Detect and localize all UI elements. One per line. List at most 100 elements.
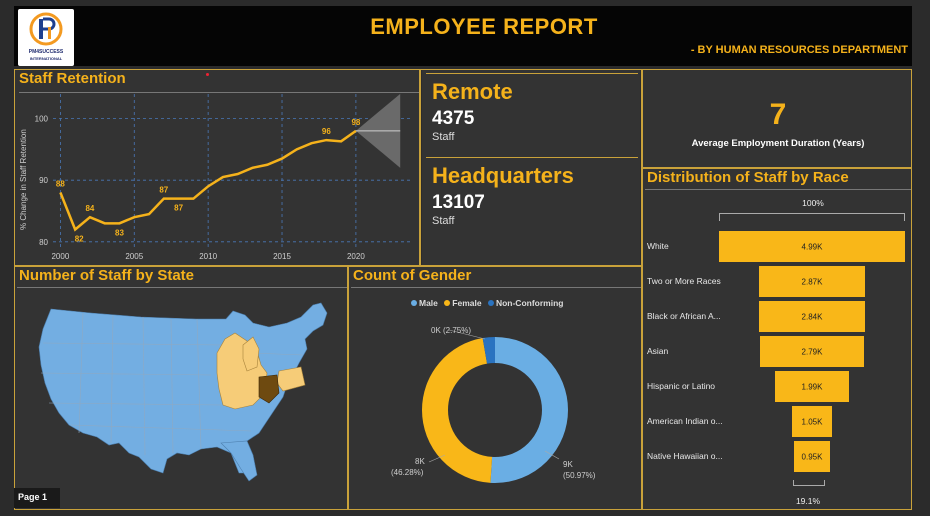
staff-retention-chart: % Change in Staff Retention 2000 2005 2010… [19,93,413,261]
title-divider [17,287,347,288]
legend-label: Male [419,298,438,308]
race-value-label: 4.99K [801,242,823,251]
staff-retention-title: Staff Retention [19,70,126,87]
legend-item-non-conforming[interactable]: Non-Conforming [487,298,564,308]
remote-sub: Staff [432,131,455,143]
page-subtitle: - BY HUMAN RESOURCES DEPARTMENT [690,44,908,56]
data-label: 87 [174,204,183,213]
x-tick-label: 2020 [347,252,365,261]
retention-y-axis-label: % Change in Staff Retention [19,129,28,230]
kpi-top-rule [426,157,638,158]
legend-dot-icon [411,300,417,306]
race-value-label: 1.99K [801,382,823,391]
highlight-region-ohio [258,374,280,404]
label-leader-line [448,329,486,340]
data-label: 82 [75,235,84,244]
headquarters-sub: Staff [432,215,455,227]
female-data-label-percent: (46.28%) [391,468,424,477]
label-leader-line [544,450,560,460]
report-header: PM4SUCCESS INTERNATIONAL EMPLOYEE REPORT… [14,6,912,66]
race-category-label: Black or African A... [647,310,721,321]
michigan-shape [242,336,260,372]
legend-item-male[interactable]: Male [411,298,438,308]
florida-shape [220,440,258,482]
staff-retention-panel: Staff Retention % Change in Staff Retent… [14,69,420,266]
x-tick-label: 2015 [273,252,291,261]
race-category-label: White [647,240,669,251]
remote-value: 4375 [432,108,475,129]
race-value-label: 2.79K [801,347,823,356]
donut-slice-non-conforming[interactable] [422,337,568,483]
duration-kpi-card: 7 Average Employment Duration (Years) [642,69,912,168]
data-label: 88 [56,180,65,189]
company-logo: PM4SUCCESS INTERNATIONAL [18,9,74,66]
marker-dot [206,73,209,76]
y-tick-label: 100 [35,115,49,124]
kpi-column-frame [420,69,642,266]
staff-by-state-title: Number of Staff by State [19,267,195,284]
data-label: 96 [322,127,331,136]
headquarters-kpi-card: Headquarters 13107 Staff [422,155,640,266]
data-label: 83 [115,228,124,237]
race-bottom-percent: 19.1% [795,496,821,506]
race-value-label: 1.05K [801,417,823,426]
race-funnel-bar[interactable]: 2.79K [760,336,864,367]
legend-item-female[interactable]: Female [444,298,482,308]
race-funnel-bar[interactable]: 0.95K [794,441,830,472]
funnel-bottom-bracket [793,480,825,486]
male-data-label-percent: (50.97%) [563,471,596,480]
race-funnel-bar[interactable]: 4.99K [719,231,905,262]
race-top-percent: 100% [802,198,824,208]
race-funnel-bar[interactable]: 2.87K [758,266,866,297]
legend-dot-icon [487,300,494,306]
race-value-label: 0.95K [801,452,823,461]
race-distribution-title: Distribution of Staff by Race [647,169,849,186]
race-category-label: Two or More Races [647,275,721,286]
title-divider [19,92,419,93]
race-funnel-bar[interactable]: 1.99K [774,371,850,402]
duration-value: 7 [769,98,787,131]
x-tick-label: 2000 [51,252,69,261]
count-of-gender-panel: Count of Gender Male Female Non-Conformi… [348,266,642,510]
female-data-label-value: 8K [415,457,425,466]
count-of-gender-title: Count of Gender [353,267,472,284]
state-borders [40,312,304,456]
donut-slice-female[interactable] [422,337,568,483]
legend-dot-icon [444,300,451,306]
funnel-top-bracket [719,213,905,221]
logo-subtext: INTERNATIONAL [29,56,63,61]
gender-donut-chart: 0K (2.75%) 8K (46.28%) 9K (50.97%) [391,326,596,483]
data-label: 87 [159,186,168,195]
race-category-label: Native Hawaiian o... [647,450,723,461]
x-tick-label: 2010 [199,252,217,261]
race-value-label: 2.84K [801,312,823,321]
race-funnel-bar[interactable]: 2.84K [759,301,865,332]
race-value-label: 2.87K [801,277,823,286]
label-leader-line [428,454,446,463]
race-funnel-bar[interactable]: 1.05K [792,406,832,437]
male-data-label-value: 9K [563,460,573,469]
legend-label: Female [452,298,482,308]
race-category-label: Hispanic or Latino [647,380,716,391]
remote-label: Remote [432,79,513,104]
nonconforming-data-label: 0K (2.75%) [431,326,471,335]
logo-text: PM4SUCCESS [28,49,64,55]
y-tick-label: 90 [39,176,48,185]
remote-kpi-card: Remote 4375 Staff [422,69,640,157]
race-distribution-panel: Distribution of Staff by Race 100% White… [642,168,912,510]
data-label: 98 [351,118,360,127]
highlight-region-pennsylvania [276,366,306,392]
headquarters-label: Headquarters [432,163,574,188]
staff-by-state-panel: Number of Staff by State [14,266,348,510]
title-divider [351,287,641,288]
data-label: 84 [85,204,94,213]
race-category-label: American Indian o... [647,415,723,426]
gender-legend: Male Female Non-Conforming [411,298,563,308]
legend-label: Non-Conforming [495,298,564,308]
page-tab[interactable]: Page 1 [14,488,60,508]
kpi-top-rule [426,73,638,74]
retention-series-line [59,129,357,232]
race-category-label: Asian [647,345,669,356]
title-divider [645,189,911,190]
